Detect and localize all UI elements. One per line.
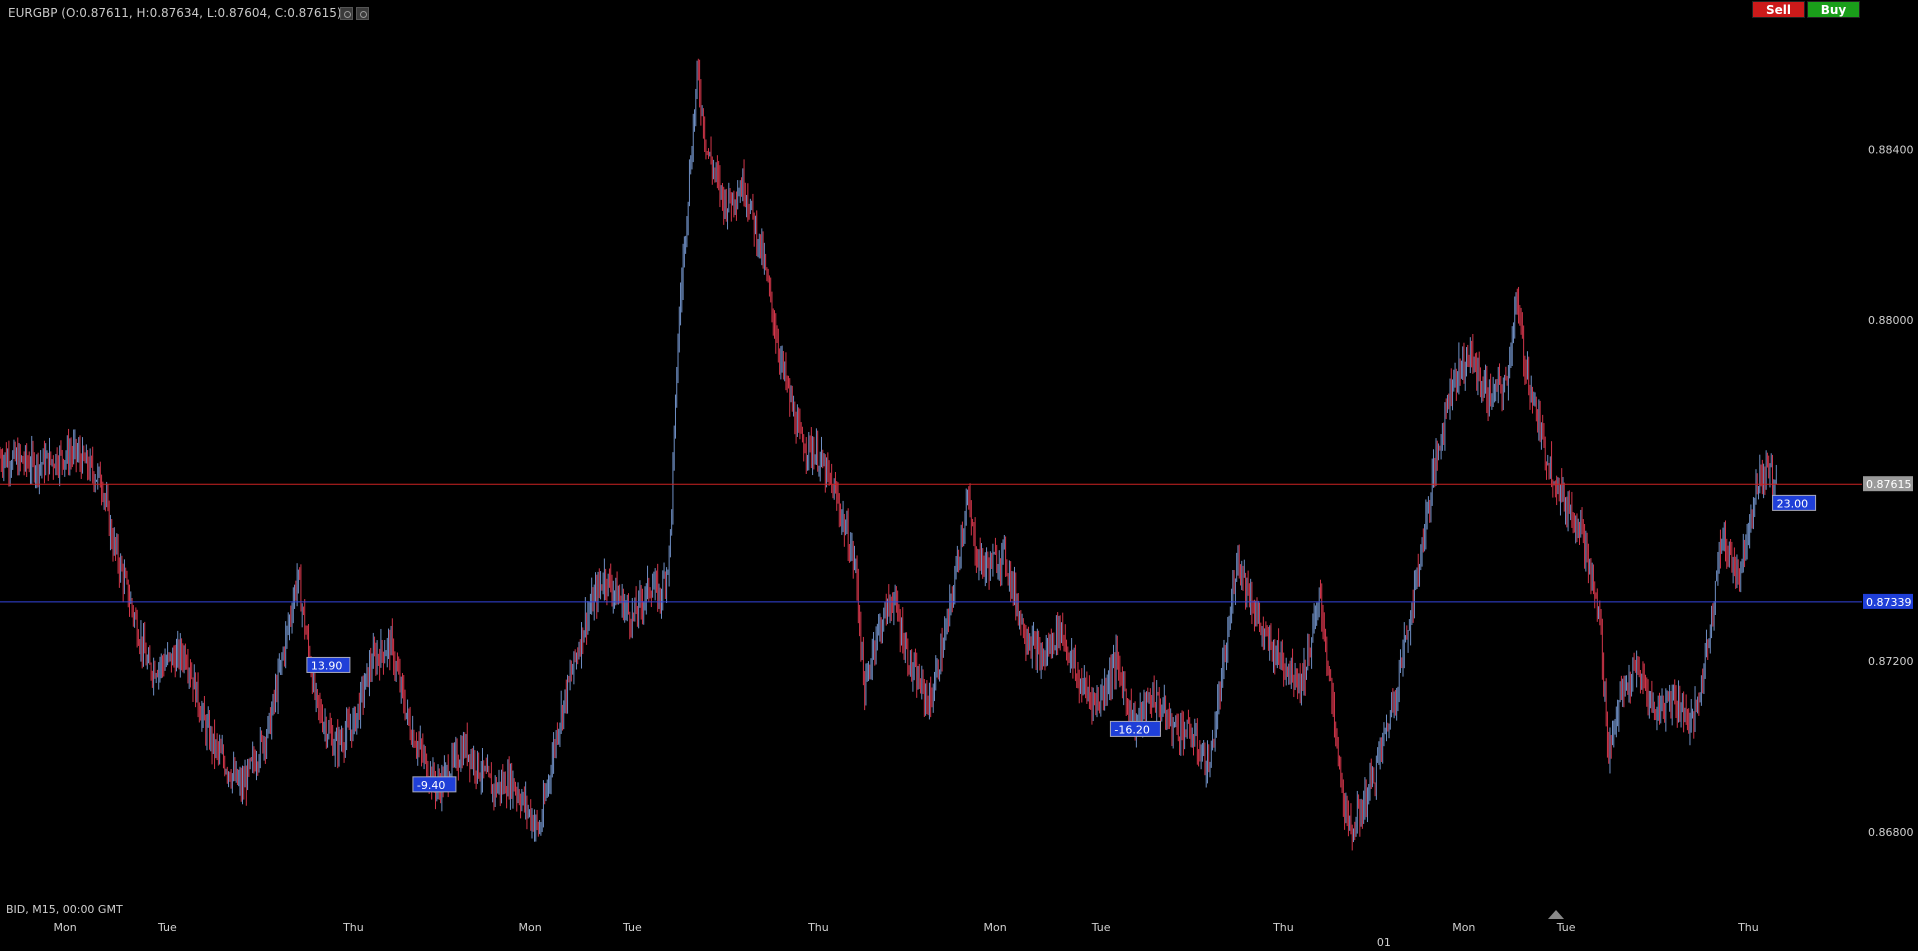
order-price-tag: 0.87339	[1863, 593, 1913, 609]
candlestick-series	[0, 58, 1777, 851]
trade-pnl-text: 23.00	[1777, 497, 1809, 510]
time-tick-label: Thu	[1272, 921, 1294, 934]
trade-pnl-text: 13.90	[311, 659, 343, 672]
current-price-tag: 0.87615	[1863, 476, 1913, 492]
gear-icon[interactable]	[356, 7, 369, 20]
time-tick-label: Mon	[518, 921, 541, 934]
svg-text:0.87339: 0.87339	[1866, 596, 1912, 609]
chart-status: BID, M15, 00:00 GMT	[6, 903, 123, 916]
time-tick-label: Tue	[1091, 921, 1111, 934]
svg-text:0.87615: 0.87615	[1866, 478, 1912, 491]
price-tick-label: 0.87200	[1868, 655, 1914, 668]
time-tick-label: Thu	[342, 921, 364, 934]
trade-pnl-text: -9.40	[417, 779, 445, 792]
time-tick-label: Mon	[1452, 921, 1475, 934]
trade-pnl-label[interactable]: 13.90	[306, 656, 351, 673]
time-tick-label: Mon	[983, 921, 1006, 934]
trade-pnl-label[interactable]: 23.00	[1772, 494, 1817, 511]
time-tick-label: Thu	[1737, 921, 1759, 934]
price-tick-label: 0.88400	[1868, 143, 1914, 156]
time-axis: Mon Tue Thu Mon Tue Thu Mon Tue Thu 01 Mon Tue Thu	[53, 921, 1758, 949]
settings-icon[interactable]	[340, 7, 353, 20]
buy-button[interactable]: Buy	[1807, 1, 1860, 18]
time-tick-label: Tue	[1556, 921, 1576, 934]
price-tick-label: 0.86800	[1868, 826, 1914, 839]
trade-pnl-label[interactable]: -9.40	[412, 776, 457, 793]
scroll-up-icon[interactable]	[1548, 910, 1564, 919]
time-tick-label: Tue	[157, 921, 177, 934]
header-icons	[340, 7, 369, 20]
trade-pnl-text: -16.20	[1114, 723, 1149, 736]
symbol-info: EURGBP (O:0.87611, H:0.87634, L:0.87604,…	[8, 6, 342, 20]
price-tick-label: 0.88000	[1868, 314, 1914, 327]
time-tick-label: Thu	[807, 921, 829, 934]
time-tick-label: Tue	[622, 921, 642, 934]
time-tick-label: 01	[1377, 936, 1391, 949]
time-tick-label: Mon	[53, 921, 76, 934]
sell-button[interactable]: Sell	[1752, 1, 1805, 18]
trade-pnl-label[interactable]: -16.20	[1109, 720, 1161, 737]
price-axis: 0.88400 0.88000 0.87200 0.86800 0.87615 0.873…	[1863, 143, 1914, 839]
